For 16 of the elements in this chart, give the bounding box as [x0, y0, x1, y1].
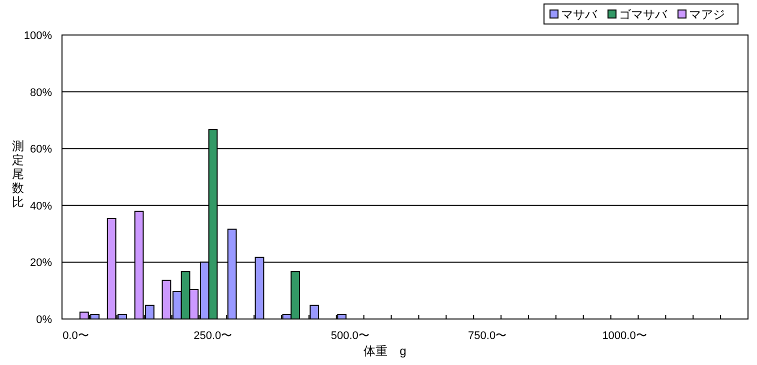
x-tick-label: 1000.0〜 — [602, 330, 647, 342]
x-tick-label: 750.0〜 — [468, 330, 507, 342]
x-tick-label: 500.0〜 — [330, 330, 370, 342]
y-tick-label: 20% — [30, 257, 52, 270]
y-tick-label: 60% — [30, 144, 52, 156]
legend-label: ゴマサバ — [619, 8, 668, 22]
y-tick-label: 80% — [30, 86, 52, 99]
y-tick-label: 0% — [36, 314, 52, 326]
y-tick-label: 40% — [30, 200, 52, 212]
legend-label: マサバ — [561, 8, 598, 22]
y-tick-label: 100% — [24, 30, 52, 42]
x-axis-title: 体重 g — [364, 344, 406, 358]
x-tick-label: 250.0〜 — [194, 330, 232, 342]
x-tick-label: 0.0〜 — [62, 330, 89, 342]
legend-label: マアジ — [689, 8, 725, 22]
y-axis-title: 測定尾数比 — [12, 139, 24, 209]
